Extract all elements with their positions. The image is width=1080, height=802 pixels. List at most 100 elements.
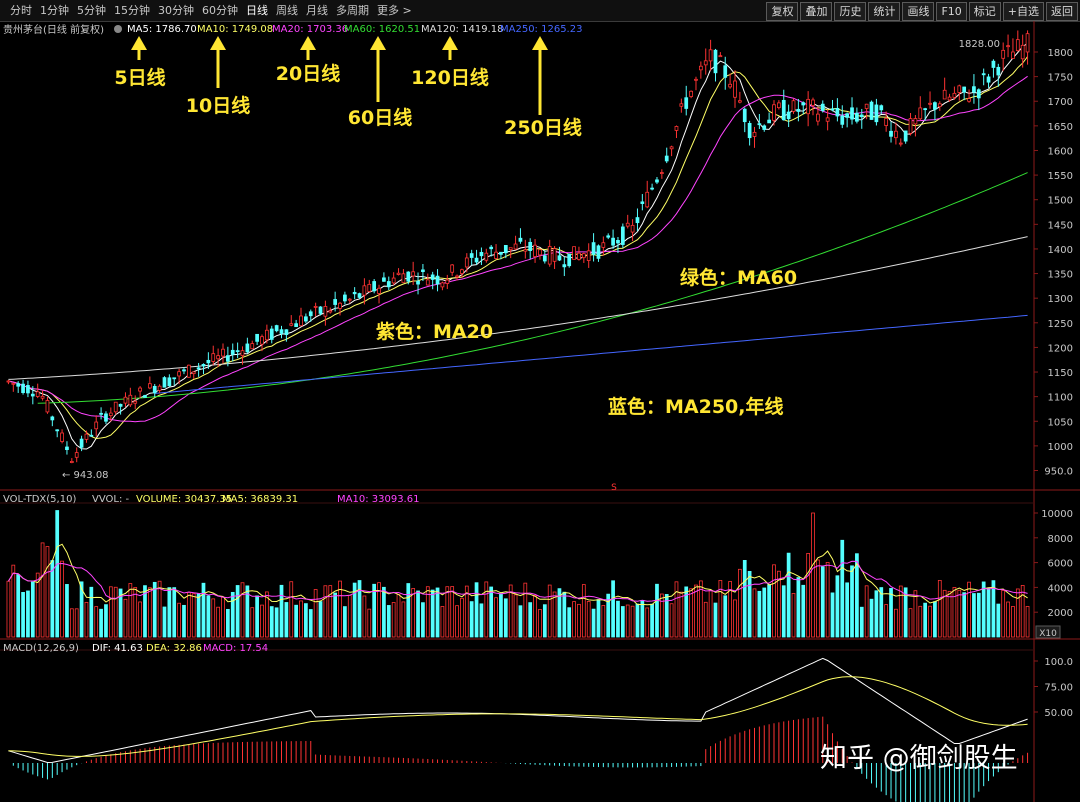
volume-bar	[894, 608, 898, 638]
volume-bar	[981, 581, 986, 638]
candle-body	[35, 391, 40, 397]
toolbar-button[interactable]: 历史	[834, 2, 867, 21]
period-tab[interactable]: 30分钟	[158, 4, 194, 17]
toolbar-button[interactable]: 返回	[1046, 2, 1078, 21]
candle-body	[703, 60, 708, 66]
candle-body	[435, 275, 440, 285]
period-tab[interactable]: 分时	[10, 4, 32, 17]
volume-bar	[962, 592, 967, 638]
period-tab[interactable]: 日线	[246, 4, 268, 17]
period-tab[interactable]: 5分钟	[77, 4, 106, 17]
candle-body	[903, 130, 908, 142]
volume-bar	[455, 605, 459, 638]
candle-body	[60, 432, 64, 442]
candle-body	[391, 277, 396, 284]
toolbar-button[interactable]: 标记	[968, 2, 1001, 21]
period-tab[interactable]: 更多 >	[377, 4, 412, 17]
volume-bar	[235, 585, 240, 638]
candle-body	[933, 102, 937, 110]
volume-bar	[128, 583, 133, 638]
volume-bar	[147, 587, 152, 638]
candle-body	[572, 246, 576, 260]
price-tick-label: 1150	[1048, 368, 1073, 379]
volume-bar	[572, 601, 576, 638]
volume-bar	[69, 608, 74, 638]
volume-bar	[557, 588, 562, 638]
volume-bar	[718, 580, 723, 638]
candle-body	[889, 130, 893, 137]
volume-bar	[177, 602, 181, 638]
volume-bar	[45, 546, 50, 638]
volume-bar	[620, 606, 625, 638]
candle-body	[382, 277, 386, 282]
candle-body	[245, 343, 250, 353]
volume-bar	[347, 594, 352, 638]
volume-bar	[757, 590, 762, 638]
candle-body	[196, 367, 201, 370]
candle-body	[635, 217, 640, 224]
ma60-line	[37, 172, 1028, 404]
period-tab[interactable]: 多周期	[336, 4, 369, 17]
volume-bar	[35, 572, 40, 638]
volume-bar	[786, 552, 791, 638]
volume-ma5-line	[7, 543, 1028, 606]
volume-bar	[279, 584, 284, 638]
volume-bar	[523, 582, 528, 638]
candle-body	[840, 115, 845, 125]
price-tick-label: 1700	[1048, 97, 1073, 108]
volume-bar	[791, 593, 796, 638]
candle-body	[1011, 51, 1015, 59]
volume-bar	[289, 581, 294, 638]
candle-body	[255, 333, 259, 342]
candle-body	[781, 99, 786, 121]
toolbar-button[interactable]: 叠加	[800, 2, 833, 21]
candle-body	[747, 122, 752, 139]
candle-body	[664, 155, 669, 162]
arrow-head	[300, 36, 316, 50]
volume-bar	[986, 587, 991, 638]
volume-bar	[372, 583, 377, 638]
toolbar-button[interactable]: 画线	[902, 2, 935, 21]
toolbar-button[interactable]: +自选	[1002, 2, 1044, 21]
macd-indicator: 100.0 75.00 50.00	[8, 657, 1073, 802]
candle-body	[918, 107, 923, 120]
volume-bar	[343, 606, 347, 638]
volume-tick-label: 10000	[1041, 509, 1073, 520]
toolbar-button[interactable]: 统计	[868, 2, 901, 21]
candle-body	[728, 83, 732, 88]
period-tab[interactable]: 1分钟	[40, 4, 69, 17]
kline-chart[interactable]: 1800 1750 1700 1650 1600 1550 1500 1450 1400 1350…	[0, 21, 1080, 802]
period-tab[interactable]: 60分钟	[202, 4, 238, 17]
candle-body	[679, 103, 684, 107]
candle-body	[386, 281, 391, 288]
volume-tick-label: 6000	[1048, 559, 1073, 570]
toolbar-button[interactable]: F10	[936, 2, 967, 21]
candle-body	[684, 97, 689, 109]
period-tab[interactable]: 15分钟	[114, 4, 150, 17]
candle-body	[216, 355, 220, 360]
candle-body	[274, 325, 279, 332]
volume-bar	[830, 592, 835, 638]
volume-bar	[742, 560, 747, 638]
candle-body	[372, 281, 377, 292]
candle-body	[265, 329, 269, 341]
macd-legend-item: MACD: 17.54	[203, 643, 268, 654]
candle-body	[260, 336, 264, 345]
volume-bar	[377, 582, 381, 638]
candle-body	[845, 113, 850, 118]
candle-body	[235, 350, 240, 353]
toolbar-button[interactable]: 复权	[766, 2, 799, 21]
period-tab[interactable]: 月线	[306, 4, 328, 17]
volume-bar	[679, 591, 684, 638]
volume-bar	[820, 566, 825, 638]
volume-bars	[6, 510, 1030, 638]
volume-bar	[933, 601, 937, 638]
ma-legend-item: MA60: 1620.51	[344, 24, 420, 35]
volume-bar	[113, 586, 118, 638]
volume-bar	[328, 585, 333, 638]
candle-body	[991, 60, 996, 68]
volume-bar	[655, 583, 659, 638]
volume-bar	[586, 601, 591, 638]
volume-bar	[386, 605, 391, 638]
period-tab[interactable]: 周线	[276, 4, 298, 17]
